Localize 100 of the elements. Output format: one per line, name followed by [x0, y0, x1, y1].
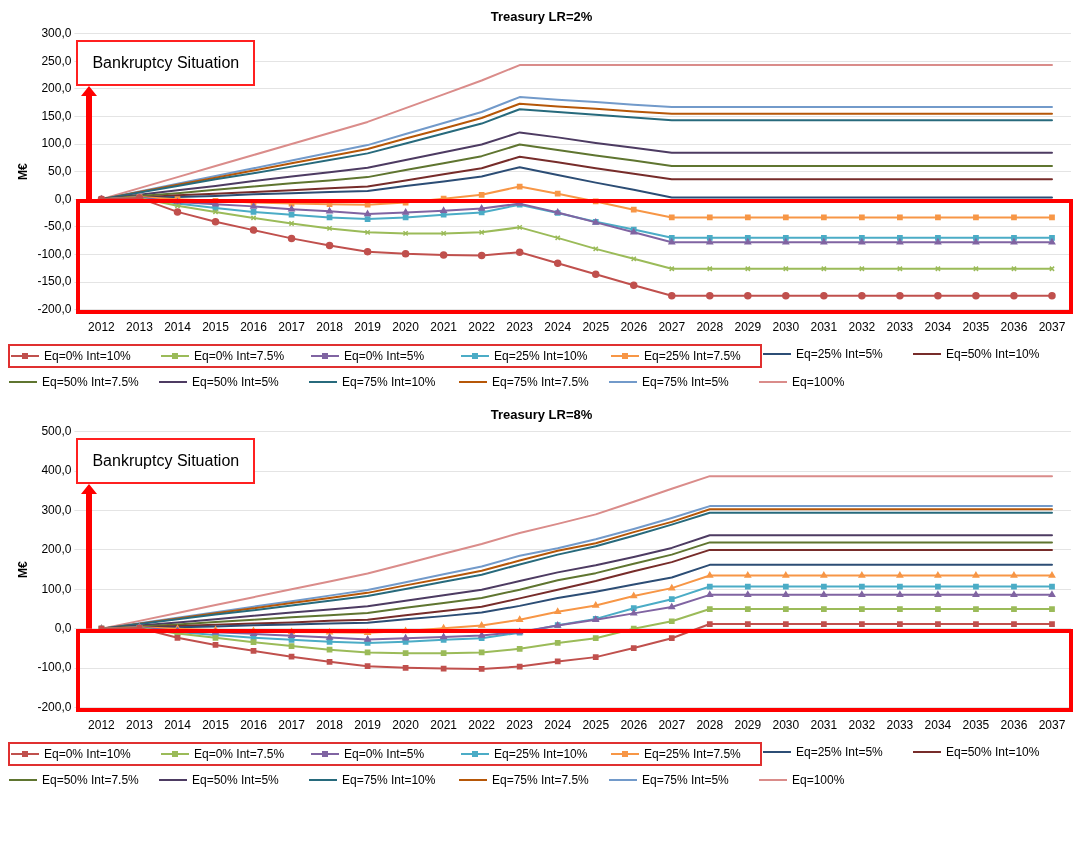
- x-tick-label: 2031: [810, 320, 838, 335]
- legend-label: Eq=50% Int=5%: [192, 375, 279, 389]
- legend-label: Eq=75% Int=5%: [642, 773, 729, 787]
- y-tick-label: 0,0: [54, 191, 72, 206]
- x-tick-label: 2017: [278, 718, 306, 733]
- x-tick-label: 2017: [278, 320, 306, 335]
- x-tick-label: 2024: [544, 320, 572, 335]
- legend-label: Eq=25% Int=5%: [796, 745, 883, 759]
- x-tick-label: 2021: [430, 320, 458, 335]
- y-tick-label: 250,0: [41, 53, 72, 68]
- x-tick-label: 2028: [696, 718, 724, 733]
- x-tick-label: 2034: [924, 718, 952, 733]
- y-tick-label: -200,0: [37, 699, 72, 714]
- legend-label: Eq=75% Int=10%: [342, 773, 436, 787]
- x-tick-label: 2029: [734, 320, 762, 335]
- y-tick-label: -150,0: [37, 274, 72, 289]
- y-tick-label: -100,0: [37, 660, 72, 675]
- x-tick-label: 2037: [1038, 320, 1066, 335]
- x-tick-label: 2024: [544, 718, 572, 733]
- x-tick-label: 2012: [88, 718, 116, 733]
- x-tick-label: 2032: [848, 320, 876, 335]
- legend-label: Eq=0% Int=10%: [44, 349, 131, 363]
- x-tick-label: 2035: [962, 320, 990, 335]
- y-tick-label: -100,0: [37, 246, 72, 261]
- x-tick-label: 2013: [126, 320, 154, 335]
- x-tick-label: 2030: [772, 718, 800, 733]
- callout-box: Bankruptcy Situation: [76, 39, 256, 86]
- legend-label: Eq=0% Int=7.5%: [194, 747, 285, 761]
- x-tick-label: 2012: [88, 320, 116, 335]
- legend-label: Eq=0% Int=5%: [344, 747, 425, 761]
- legend-label: Eq=25% Int=10%: [494, 747, 588, 761]
- legend-label: Eq=0% Int=7.5%: [194, 349, 285, 363]
- y-tick-label: 100,0: [41, 581, 72, 596]
- legend-label: Eq=75% Int=10%: [342, 375, 436, 389]
- legend-label: Eq=50% Int=5%: [192, 773, 279, 787]
- legend-label: Eq=75% Int=7.5%: [492, 375, 589, 389]
- y-tick-label: 300,0: [41, 25, 72, 40]
- x-tick-label: 2027: [658, 320, 686, 335]
- y-tick-label: 400,0: [41, 463, 72, 478]
- x-tick-label: 2033: [886, 320, 914, 335]
- y-tick-label: -200,0: [37, 301, 72, 316]
- y-tick-label: 0,0: [54, 621, 72, 636]
- y-tick-label: 300,0: [41, 502, 72, 517]
- legend-label: Eq=50% Int=10%: [946, 347, 1040, 361]
- x-tick-label: 2016: [240, 320, 268, 335]
- x-tick-label: 2028: [696, 320, 724, 335]
- y-tick-label: -50,0: [44, 219, 72, 234]
- x-tick-label: 2020: [392, 320, 420, 335]
- x-tick-label: 2014: [164, 718, 192, 733]
- chart-title: Treasury LR=8%: [490, 407, 593, 423]
- x-tick-label: 2025: [582, 718, 610, 733]
- x-tick-label: 2025: [582, 320, 610, 335]
- legend-label: Eq=75% Int=5%: [642, 375, 729, 389]
- y-axis-title: M€: [15, 560, 30, 578]
- legend-label: Eq=25% Int=10%: [494, 349, 588, 363]
- x-tick-label: 2034: [924, 320, 952, 335]
- x-tick-label: 2019: [354, 320, 382, 335]
- x-tick-label: 2015: [202, 320, 230, 335]
- annotation: Bankruptcy Situation: [92, 451, 240, 470]
- legend-label: Eq=100%: [792, 375, 845, 389]
- legend-label: Eq=0% Int=5%: [344, 349, 425, 363]
- x-tick-label: 2016: [240, 718, 268, 733]
- legend-label: Eq=75% Int=7.5%: [492, 773, 589, 787]
- y-axis-title: M€: [15, 162, 30, 180]
- x-tick-label: 2015: [202, 718, 230, 733]
- x-tick-label: 2033: [886, 718, 914, 733]
- x-tick-label: 2029: [734, 718, 762, 733]
- y-tick-label: 500,0: [41, 423, 72, 438]
- x-tick-label: 2018: [316, 718, 344, 733]
- x-tick-label: 2023: [506, 718, 534, 733]
- x-tick-label: 2035: [962, 718, 990, 733]
- x-tick-label: 2030: [772, 320, 800, 335]
- x-tick-label: 2027: [658, 718, 686, 733]
- x-tick-label: 2036: [1000, 320, 1028, 335]
- x-tick-label: 2013: [126, 718, 154, 733]
- legend-label: Eq=50% Int=7.5%: [42, 773, 139, 787]
- legend-label: Eq=25% Int=5%: [796, 347, 883, 361]
- x-tick-label: 2023: [506, 320, 534, 335]
- x-tick-label: 2026: [620, 718, 648, 733]
- legend-label: Eq=25% Int=7.5%: [644, 747, 741, 761]
- chart-title: Treasury LR=2%: [490, 9, 593, 25]
- annotation: Bankruptcy Situation: [92, 53, 240, 72]
- y-tick-label: 50,0: [48, 163, 72, 178]
- y-tick-label: 150,0: [41, 108, 72, 123]
- legend-label: Eq=0% Int=10%: [44, 747, 131, 761]
- x-tick-label: 2032: [848, 718, 876, 733]
- x-tick-label: 2020: [392, 718, 420, 733]
- legend-label: Eq=25% Int=7.5%: [644, 349, 741, 363]
- y-tick-label: 200,0: [41, 542, 72, 557]
- x-tick-label: 2036: [1000, 718, 1028, 733]
- x-tick-label: 2037: [1038, 718, 1066, 733]
- y-tick-label: 100,0: [41, 136, 72, 151]
- y-tick-label: 200,0: [41, 81, 72, 96]
- x-tick-label: 2014: [164, 320, 192, 335]
- x-tick-label: 2022: [468, 320, 496, 335]
- x-tick-label: 2031: [810, 718, 838, 733]
- x-tick-label: 2018: [316, 320, 344, 335]
- legend-label: Eq=50% Int=7.5%: [42, 375, 139, 389]
- x-tick-label: 2019: [354, 718, 382, 733]
- x-tick-label: 2026: [620, 320, 648, 335]
